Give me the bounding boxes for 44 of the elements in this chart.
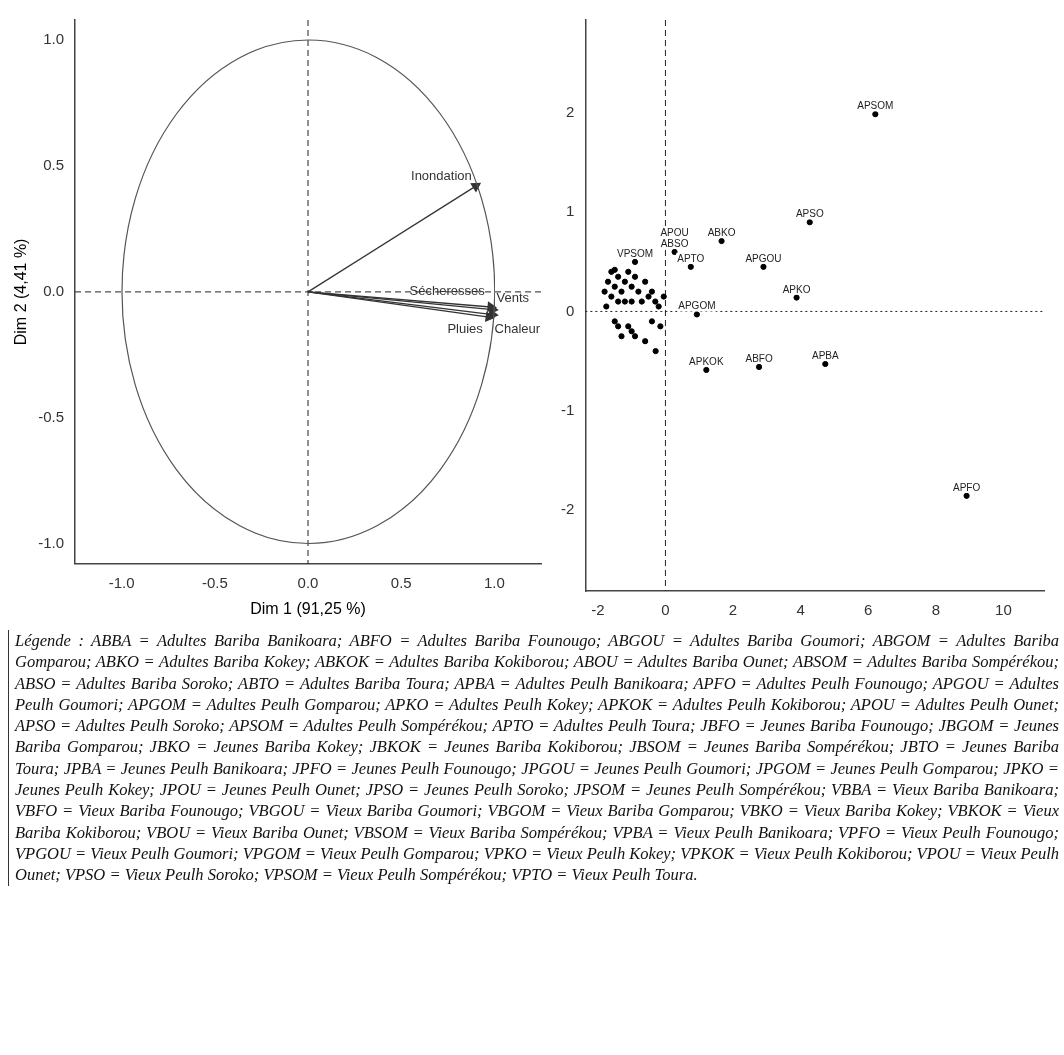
annotation: Inondation — [411, 168, 472, 184]
annotation: APBA — [811, 349, 839, 361]
annotation: APKOK — [689, 355, 724, 367]
y-tick-label: 0 — [565, 301, 575, 319]
x-tick-label: 6 — [864, 601, 873, 619]
x-tick-label: 0 — [661, 601, 670, 619]
annotation: Chaleur — [494, 320, 541, 336]
x-tick-label: 0.0 — [297, 573, 319, 591]
x-tick-label: -2 — [591, 601, 605, 619]
x-tick-label: 0.5 — [390, 573, 412, 591]
y-tick-label: 0.5 — [43, 156, 65, 174]
x-tick-label: 4 — [796, 601, 805, 619]
annotation: Pluies — [447, 321, 484, 337]
y-axis-title: Dim 2 (4,41 %) — [12, 238, 30, 346]
annotation: Sécheresses — [409, 283, 486, 299]
y-tick-label: -0.5 — [38, 407, 65, 425]
annotation: ABSO — [660, 237, 689, 249]
annotation: APOU — [660, 226, 689, 238]
y-tick-label: 0.0 — [43, 282, 65, 300]
y-tick-label: 1.0 — [43, 30, 65, 48]
text: Légende : ABBA = Adultes Bariba Banikoara; ABFO = Adultes Bariba Founougo; ABGOU = Adultes Bariba Goumori; ABGOM = Adultes Bariba Gomparou; ABKO = Adultes Bariba Kokey; ABKOK = Adultes Bariba Kokiborou; ABOU = Adultes Bariba Ounet; ABSOM = Adultes Bariba Sompérékou; ABSO = Adultes Bariba Soroko; ABTO = Adultes Bariba Toura; APBA = Adultes Peulh Banikoara; APFO = Adultes Peulh Founougo; APGOU = Adultes Peulh Goumori; APGOM = Adultes Peulh Gomparou; APKO = Adultes Peulh Kokey; APKOK = Adultes Peulh Kokiborou; APOU = Adultes Peulh Ounet; APSO = Adultes Peulh Soroko; APSOM = Adultes Peulh Sompérékou; APTO = Adultes Peulh Toura; JBFO = Jeunes Bariba Founougo; JBGOM = Jeunes Bariba Gomparou; JBKO = Jeunes Bariba Kokey; JBKOK = Jeunes Bariba Kokiborou; JBSOM = Jeunes Bariba Sompérékou; JBTO = Jeunes Bariba Toura; JPBA = Jeunes Peulh Banikoara; JPFO = Jeunes Peulh Founougo; JPGOU = Jeunes Peulh Goumori; JPGOM = Jeunes Peulh Gomparou; JPKO = Jeunes Peulh Kokey; JPOU = Jeunes Peulh Ounet; JPSO = Jeunes Peulh Soroko; JPSOM = Jeunes Peulh Sompérékou; VBBA = Vieux Bariba Banikoara; VBFO = Vieux Bariba Founougo; VBGOU = Vieux Bariba Goumori; VBGOM = Vieux Bariba Gomparou; VBKO = Vieux Bariba Kokey; VBKOK = Vieux Bariba Kokiborou; VBOU = Vieux Bariba Ounet; VBSOM = Vieux Bariba Sompérékou; VPBA = Vieux Peulh Banikoara; VPFO = Vieux Peulh Founougo; VPGOU = Vieux Peulh Goumori; VPGOM = Vieux Peulh Gomparou; VPKO = Vieux Peulh Kokey; VPKOK = Vieux Peulh Kokiborou; VPOU = Vieux Peulh Ounet; VPSO = Vieux Peulh Soroko; VPSOM = Vieux Peulh Sompérékou; VPTO = Vieux Peulh Toura. — [15, 631, 1059, 885]
x-tick-label: -0.5 — [201, 573, 228, 591]
annotation: ABKO — [707, 227, 736, 239]
annotation: APSOM — [857, 100, 894, 112]
annotation: APGOU — [745, 252, 782, 264]
y-tick-label: -1 — [560, 400, 575, 418]
x-tick-label: 1.0 — [483, 573, 505, 591]
x-tick-label: 2 — [728, 601, 738, 619]
annotation: VPSOM — [616, 247, 654, 259]
x-tick-label: -1.0 — [108, 573, 135, 591]
annotation: APKO — [782, 283, 811, 295]
annotation: APFO — [952, 481, 981, 493]
y-tick-label: 2 — [565, 103, 575, 121]
annotation: ABFO — [745, 352, 773, 364]
annotation: APTO — [677, 252, 705, 264]
annotation: APGOM — [678, 300, 716, 312]
annotation: APSO — [795, 208, 824, 220]
y-tick-label: -2 — [560, 499, 575, 517]
x-tick-label: 10 — [995, 601, 1012, 619]
x-axis-title: Dim 1 (91,25 %) — [250, 599, 366, 617]
y-tick-label: -1.0 — [38, 533, 65, 551]
annotation: Vents — [496, 289, 530, 305]
y-tick-label: 1 — [565, 202, 575, 220]
x-tick-label: 8 — [931, 601, 941, 619]
